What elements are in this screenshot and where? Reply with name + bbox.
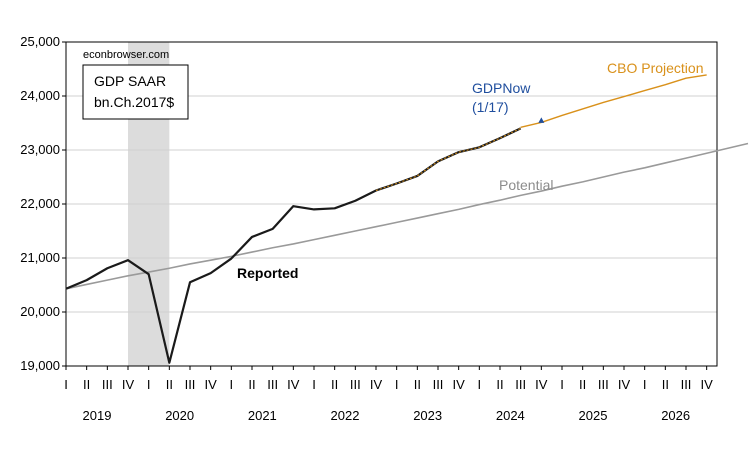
annotation-gdpnow-line: GDPNow [472, 80, 531, 96]
y-tick-label: 20,000 [20, 304, 60, 319]
quarter-label: II [166, 377, 173, 392]
quarter-label: I [560, 377, 564, 392]
year-label: 2025 [579, 408, 608, 423]
quarter-label: III [102, 377, 113, 392]
legend-box: GDP SAAR bn.Ch.2017$ [82, 64, 189, 120]
quarter-label: IV [122, 377, 135, 392]
line-potential [65, 142, 749, 290]
quarter-label: III [598, 377, 609, 392]
quarter-label: IV [535, 377, 548, 392]
quarter-label: III [433, 377, 444, 392]
annotation-cbo: CBO Projection [607, 60, 703, 76]
quarter-label: I [64, 377, 68, 392]
legend-frame [82, 64, 189, 120]
legend-line-2: bn.Ch.2017$ [94, 94, 174, 110]
y-axis: 25,000 24,000 23,000 22,000 21,000 20,000 19,0… [20, 34, 66, 373]
quarter-label: I [395, 377, 399, 392]
annotation-gdpnow-line: (1/17) [472, 99, 509, 115]
legend-line-1: GDP SAAR [94, 73, 166, 89]
quarter-label: I [230, 377, 234, 392]
quarter-label: IV [370, 377, 383, 392]
quarter-label: III [185, 377, 196, 392]
year-label: 2024 [496, 408, 525, 423]
year-label: 2026 [661, 408, 690, 423]
y-tick-label: 21,000 [20, 250, 60, 265]
year-label: 2023 [413, 408, 442, 423]
line-reported-recent-overlay [375, 127, 521, 191]
quarter-label: III [515, 377, 526, 392]
year-label: 2019 [83, 408, 112, 423]
quarter-label: IV [701, 377, 714, 392]
quarter-label: IV [618, 377, 631, 392]
y-tick-label: 23,000 [20, 142, 60, 157]
year-label: 2021 [248, 408, 277, 423]
series-layer [65, 74, 749, 364]
y-tick-label: 24,000 [20, 88, 60, 103]
annotation-potential: Potential [499, 177, 553, 193]
quarter-label: II [579, 377, 586, 392]
x-axis: I II III IV I II III IV I II III IV I II III IV I II III IV… [64, 366, 713, 423]
line-cbo-projection [520, 74, 707, 129]
quarter-label: IV [287, 377, 300, 392]
y-tick-label: 25,000 [20, 34, 60, 49]
quarter-label: IV [453, 377, 466, 392]
gdpnow-point [538, 117, 545, 123]
quarter-label: II [331, 377, 338, 392]
quarter-label: I [147, 377, 151, 392]
year-label: 2022 [331, 408, 360, 423]
annotation-gdpnow: GDPNow (1/17) [472, 80, 531, 115]
points-layer [538, 117, 545, 123]
quarter-label: I [478, 377, 482, 392]
y-tick-label: 22,000 [20, 196, 60, 211]
watermark: econbrowser.com [83, 49, 169, 61]
y-tick-label: 19,000 [20, 358, 60, 373]
quarter-label: I [312, 377, 316, 392]
quarter-label: III [350, 377, 361, 392]
quarter-label: II [83, 377, 90, 392]
annotation-reported: Reported [237, 265, 298, 281]
quarter-label: II [496, 377, 503, 392]
quarter-label: I [643, 377, 647, 392]
year-label: 2020 [165, 408, 194, 423]
quarter-label: II [414, 377, 421, 392]
quarter-label: IV [205, 377, 218, 392]
quarter-label: II [662, 377, 669, 392]
quarter-label: II [248, 377, 255, 392]
quarter-label: III [267, 377, 278, 392]
quarter-label: III [681, 377, 692, 392]
